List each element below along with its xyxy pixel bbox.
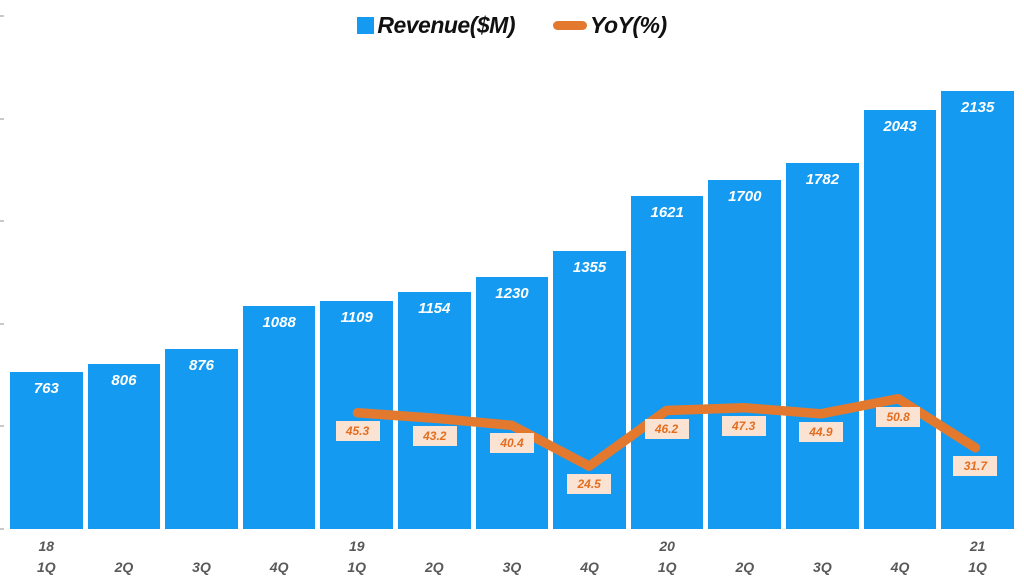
bar-value-label: 1700 <box>728 188 762 206</box>
revenue-bar: 1088 <box>242 305 316 529</box>
y-axis-tick <box>0 117 4 120</box>
yoy-value-label: 40.4 <box>490 433 534 454</box>
y-axis-tick <box>0 220 4 223</box>
x-axis-category: 2Q <box>88 536 161 578</box>
x-axis-quarter-label: 2Q <box>425 559 444 575</box>
yoy-value-label: 47.3 <box>721 415 766 436</box>
yoy-value-label: 45.3 <box>335 420 380 441</box>
revenue-bar: 1154 <box>398 292 471 529</box>
x-axis-year-label <box>88 536 161 557</box>
revenue-bar: 2043 <box>863 109 937 529</box>
x-axis-year-label: 19 <box>348 538 365 554</box>
x-axis-category: 4Q <box>864 536 937 578</box>
x-axis: 18 1Q 2Q 3Q 4Q 19 1Q 2Q 3Q 4Q 20 1Q 2Q 3Q 4Q 21 1Q <box>10 536 1014 578</box>
x-axis-quarter-label: 2Q <box>114 559 134 575</box>
bar-value-label: 2043 <box>883 117 917 135</box>
x-axis-category: 3Q <box>165 536 238 578</box>
legend: Revenue($M) YoY(%) <box>0 12 1024 39</box>
y-axis-tick <box>0 528 4 530</box>
revenue-bar: 876 <box>165 349 238 529</box>
bar-value-label: 2135 <box>960 98 995 116</box>
yoy-value-label: 31.7 <box>953 455 998 476</box>
yoy-swatch-icon <box>553 21 587 30</box>
x-axis-category: 19 1Q <box>320 536 393 578</box>
bar-value-label: 1230 <box>495 284 529 302</box>
x-axis-quarter-label: 1Q <box>657 559 677 575</box>
legend-label-revenue: Revenue($M) <box>377 12 515 38</box>
revenue-bar: 1109 <box>320 301 394 529</box>
x-axis-quarter-label: 3Q <box>813 559 832 575</box>
x-axis-year-label <box>476 536 549 557</box>
x-axis-year-label <box>165 536 238 557</box>
bar-value-label: 763 <box>33 380 59 398</box>
x-axis-year-label: 20 <box>659 538 675 554</box>
x-axis-category: 3Q <box>786 536 859 578</box>
y-axis-tick <box>0 15 4 17</box>
x-axis-category: 20 1Q <box>631 536 704 578</box>
y-axis-tick <box>0 322 4 325</box>
bar-value-label: 1088 <box>262 313 296 331</box>
bar-value-label: 806 <box>111 371 137 389</box>
x-axis-quarter-label: 3Q <box>192 559 211 575</box>
yoy-value-label: 46.2 <box>644 418 689 439</box>
x-axis-quarter-label: 1Q <box>347 559 367 575</box>
bar-value-label: 1782 <box>805 171 840 189</box>
x-axis-quarter-label: 2Q <box>735 559 755 575</box>
x-axis-category: 4Q <box>243 536 316 578</box>
x-axis-year-label <box>786 536 859 557</box>
legend-item-revenue: Revenue($M) <box>357 12 515 39</box>
x-axis-category: 2Q <box>708 536 781 578</box>
x-axis-year-label <box>708 536 781 557</box>
y-axis-tick <box>0 425 4 428</box>
x-axis-quarter-label: 4Q <box>890 559 910 575</box>
bar-value-label: 876 <box>189 357 215 375</box>
x-axis-year-label <box>864 536 937 557</box>
x-axis-quarter-label: 3Q <box>502 559 522 575</box>
x-axis-quarter-label: 1Q <box>968 559 987 575</box>
x-axis-quarter-label: 1Q <box>36 559 56 575</box>
x-axis-quarter-label: 4Q <box>580 559 599 575</box>
x-axis-year-label: 21 <box>969 538 986 554</box>
yoy-value-label: 43.2 <box>412 426 457 447</box>
revenue-bar: 806 <box>87 363 161 529</box>
x-axis-category: 21 1Q <box>941 536 1014 578</box>
bar-value-label: 1355 <box>572 259 607 276</box>
x-axis-year-label <box>553 536 626 557</box>
x-axis-category: 3Q <box>476 536 549 578</box>
bar-value-label: 1109 <box>340 309 373 327</box>
legend-item-yoy: YoY(%) <box>553 12 667 39</box>
x-axis-category: 4Q <box>553 536 626 578</box>
x-axis-category: 2Q <box>398 536 471 578</box>
bar-value-label: 1154 <box>418 300 451 318</box>
revenue-bar: 1700 <box>708 180 782 529</box>
revenue-bar: 1621 <box>630 196 704 529</box>
bar-value-label: 1621 <box>650 204 684 222</box>
revenue-bar: 1230 <box>475 276 549 529</box>
yoy-value-label: 24.5 <box>567 474 612 495</box>
yoy-value-label: 50.8 <box>876 406 921 427</box>
x-axis-year-label: 18 <box>38 538 55 554</box>
yoy-value-label: 44.9 <box>798 421 843 442</box>
x-axis-year-label <box>398 536 471 557</box>
x-axis-year-label <box>243 536 316 557</box>
x-axis-quarter-label: 4Q <box>269 559 289 575</box>
revenue-bar: 1782 <box>786 163 859 529</box>
revenue-swatch-icon <box>357 17 375 34</box>
revenue-bar: 763 <box>10 372 83 529</box>
x-axis-category: 18 1Q <box>10 536 83 578</box>
legend-label-yoy: YoY(%) <box>590 12 667 38</box>
